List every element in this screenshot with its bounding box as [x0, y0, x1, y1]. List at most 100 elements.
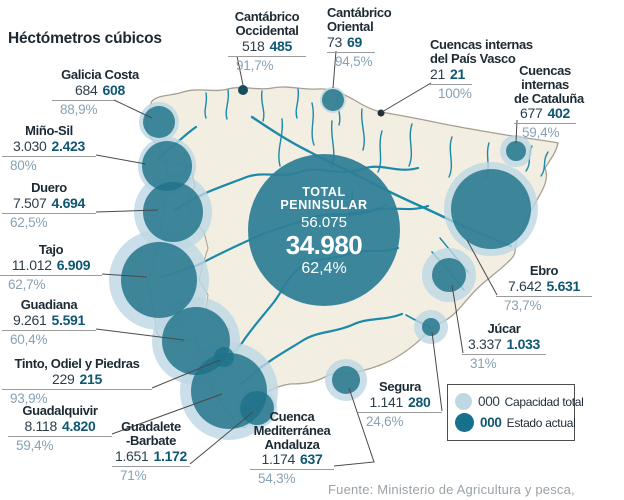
circle-actual-ebro — [451, 169, 531, 249]
actual-value: 69 — [346, 33, 362, 50]
basin-name: Cantábrico Oriental — [327, 5, 392, 34]
basin-name: Ebro — [529, 263, 559, 278]
basin-label-segura: Segura 1.141 280 24,6% — [358, 380, 442, 428]
percent-value: 54,3% — [250, 469, 334, 486]
basin-label-tinto-odiel-piedras: Tinto, Odiel y Piedras 229 215 93,9% — [2, 357, 152, 405]
basin-values: 9.261 5.591 — [2, 311, 96, 328]
basin-values: 677 402 — [514, 106, 576, 121]
capacity-value: 1.651 — [114, 447, 149, 464]
capacity-value: 11.012 — [11, 256, 52, 273]
leader-lines-layer — [95, 50, 518, 467]
basin-values: 229 215 — [2, 371, 152, 387]
actual-value: 637 — [300, 451, 323, 468]
basin-values: 684 608 — [52, 81, 148, 98]
total-title-line2: PENINSULAR — [280, 198, 368, 213]
legend: 000 Capacidad total 000 Estado actual — [447, 384, 584, 441]
basin-values: 7.507 4.694 — [2, 194, 96, 211]
basin-name: Cuencas internas de Cataluña — [514, 63, 584, 106]
leader-guadalete-barbate — [189, 411, 254, 465]
percent-value: 59,4% — [514, 123, 576, 140]
percent-value: 88,9% — [52, 99, 114, 117]
capacity-value: 7.507 — [12, 194, 47, 211]
percent-value: 94,5% — [327, 51, 375, 69]
actual-value: 608 — [102, 81, 126, 98]
percent-value: 73,7% — [496, 295, 592, 313]
total-capacity-value: 56.075 — [301, 214, 347, 232]
basin-values: 73 69 — [327, 33, 397, 50]
leader-cantabrico-oriental — [332, 50, 337, 89]
basin-name: Cuencas internas del País Vasco — [430, 37, 533, 66]
legend-capacity-label: Capacidad total — [504, 394, 584, 409]
percent-value: 100% — [430, 83, 472, 101]
basin-label-cantabrico-oriental: Cantábrico Oriental 73 69 94,5% — [327, 6, 397, 68]
circle-actual-segura — [422, 318, 440, 336]
leader-segura — [431, 331, 443, 412]
actual-value: 4.820 — [61, 417, 96, 434]
basin-label-cuencas-internas-pais-vasco: Cuencas internas del País Vasco 21 21 100% — [430, 37, 533, 101]
circle-actual-cuencas-internas-pais-vasco — [377, 109, 385, 117]
actual-value: 2.423 — [51, 137, 86, 154]
basin-name: Duero — [31, 180, 67, 195]
leader-tinto-odiel-piedras — [151, 359, 221, 389]
basin-values: 3.030 2.423 — [2, 137, 96, 154]
actual-value: 6.909 — [56, 256, 91, 273]
basin-name: Júcar — [487, 321, 521, 336]
leader-cuencas-internas-pais-vasco — [381, 82, 432, 113]
basin-label-cuencas-internas-cataluna: Cuencas internas de Cataluña 677 402 59,4% — [514, 63, 584, 140]
circle-actual-mino-sil — [142, 141, 192, 191]
legend-row-capacity: 000 Capacidad total — [455, 393, 584, 410]
capacity-value: 677 — [520, 105, 543, 122]
leader-cuenca-mediterranea-andaluza — [333, 387, 375, 467]
capacity-value: 3.337 — [467, 335, 502, 352]
percent-value: 59,4% — [8, 435, 112, 453]
circle-actual-cantabrico-oriental — [322, 89, 344, 111]
basin-name: Guadiana — [20, 297, 78, 312]
leader-jucar — [451, 284, 464, 354]
basin-label-duero: Duero 7.507 4.694 62,5% — [2, 181, 96, 229]
circle-actual-tajo — [121, 242, 197, 318]
actual-value: 5.591 — [51, 311, 86, 328]
total-peninsular-circle — [248, 154, 400, 306]
basin-name: Cuenca Mediterránea Andaluza — [253, 409, 331, 452]
basin-label-mino-sil: Miño-Sil 3.030 2.423 80% — [2, 124, 96, 172]
leader-galicia-costa — [113, 99, 153, 119]
percent-value: 62,5% — [2, 212, 96, 230]
actual-value: 21 — [449, 65, 465, 82]
basin-values: 7.642 5.631 — [496, 278, 592, 294]
units-title: Héctómetros cúbicos — [8, 30, 162, 47]
total-peninsular-label: TOTAL PENINSULAR 56.075 34.980 62,4% — [244, 185, 404, 278]
legend-actual-label: Estado actual — [506, 415, 576, 430]
basin-values: 1.651 1.172 — [112, 447, 190, 464]
capacity-circle-icon — [455, 393, 472, 410]
total-percent-value: 62,4% — [301, 260, 347, 278]
actual-value: 4.694 — [51, 194, 86, 211]
basin-values: 21 21 — [430, 65, 522, 82]
capacity-value: 73 — [327, 33, 342, 50]
basin-name: Tajo — [38, 242, 64, 257]
actual-value: 402 — [547, 105, 571, 122]
basin-label-ebro: Ebro 7.642 5.631 73,7% — [496, 264, 592, 312]
leader-cantabrico-occidental — [236, 55, 244, 86]
percent-value: 24,6% — [358, 411, 442, 429]
leader-guadalquivir — [111, 393, 223, 435]
capacity-value: 8.118 — [24, 417, 57, 434]
percent-value: 80% — [2, 155, 96, 173]
basin-values: 1.141 280 — [358, 394, 442, 410]
legend-capacity-symbol: 000 — [478, 394, 500, 409]
basin-values: 518 485 — [228, 38, 306, 54]
basin-label-guadiana: Guadiana 9.261 5.591 60,4% — [2, 298, 96, 346]
percent-value: 60,4% — [2, 329, 96, 347]
source-credit: Fuente: Ministerio de Agricultura y pesc… — [328, 482, 575, 497]
percent-value: 62,7% — [0, 274, 102, 292]
capacity-value: 21 — [430, 65, 445, 82]
capacity-value: 3.030 — [12, 137, 47, 154]
basin-label-cuenca-mediterranea-andaluza: Cuenca Mediterránea Andaluza 1.174 637 54,3% — [250, 410, 334, 486]
actual-circle-icon — [455, 413, 474, 432]
leader-mino-sil — [95, 154, 147, 165]
basin-name: Guadalquivir — [22, 403, 98, 418]
basin-name: Guadalete -Barbate — [121, 419, 181, 448]
circle-actual-duero — [143, 182, 203, 242]
leader-duero — [95, 209, 159, 213]
percent-value: 31% — [462, 353, 546, 371]
